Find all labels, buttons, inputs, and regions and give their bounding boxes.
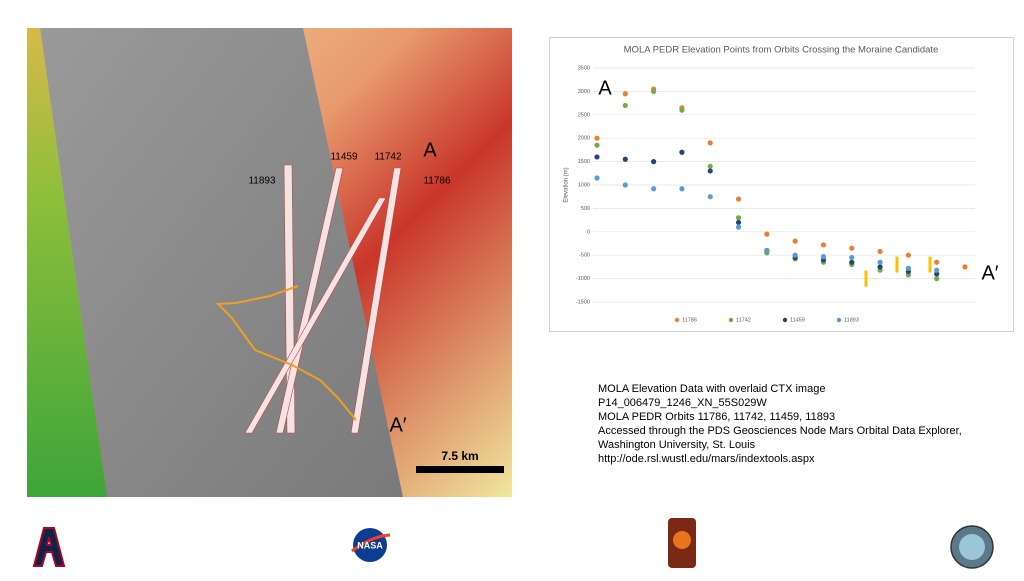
data-point — [849, 245, 855, 251]
map: 11893 11459 11742 11786 A A′ 7.5 km — [27, 28, 512, 497]
data-point — [679, 186, 685, 192]
data-point — [849, 254, 855, 261]
data-point — [792, 238, 798, 244]
space-grant-sun — [673, 531, 691, 549]
data-point — [622, 182, 628, 188]
society-logo-inner — [959, 534, 985, 560]
data-point — [707, 194, 713, 200]
legend-swatch — [728, 317, 734, 323]
y-tick-label: -500 — [579, 253, 590, 259]
y-tick-label: 1500 — [578, 159, 590, 165]
nasa-text: NASA — [357, 540, 383, 550]
y-tick-label: 1000 — [578, 182, 590, 188]
track — [350, 167, 402, 434]
y-tick-label: 500 — [581, 206, 590, 212]
data-point — [622, 156, 628, 162]
y-tick-label: 2500 — [578, 112, 590, 118]
data-point — [594, 154, 600, 160]
data-point — [594, 135, 600, 141]
data-point — [877, 259, 883, 265]
data-point — [849, 259, 855, 265]
data-point — [905, 265, 911, 271]
legend-swatch — [782, 317, 788, 323]
data-point — [594, 175, 600, 181]
point-label: A′ — [389, 414, 406, 436]
y-tick-label: 3500 — [578, 65, 590, 71]
data-point — [820, 254, 827, 260]
topo-strip — [27, 28, 107, 497]
data-point — [877, 264, 883, 270]
data-point — [651, 159, 657, 165]
legend-label: 11893 — [844, 317, 859, 323]
chart: MOLA PEDR Elevation Points from Orbits C… — [549, 37, 1014, 332]
y-tick-label: -1500 — [576, 299, 590, 305]
data-point — [934, 259, 940, 265]
track-label: 11459 — [330, 152, 358, 163]
track-label: 11893 — [248, 176, 276, 187]
legend-label: 11786 — [682, 317, 697, 323]
caption-line: Washington University, St. Louis — [598, 439, 756, 451]
data-point — [934, 276, 940, 282]
data-point — [905, 252, 911, 258]
logos: NASA — [32, 518, 994, 569]
data-point — [679, 149, 685, 155]
ctx-image — [40, 28, 403, 497]
arizona-logo — [32, 527, 66, 567]
scale-label: 7.5 km — [441, 449, 478, 463]
legend-label: 11742 — [736, 317, 751, 323]
y-axis-label: Elevation (m) — [564, 167, 570, 202]
legend-swatch — [674, 317, 680, 323]
annotation: A — [598, 77, 612, 99]
data-point — [622, 102, 628, 109]
data-point — [735, 219, 742, 226]
data-point — [707, 168, 713, 174]
data-point — [651, 88, 657, 94]
moraine-outline — [215, 285, 357, 421]
caption-line: MOLA PEDR Orbits 11786, 11742, 11459, 11… — [598, 411, 835, 423]
data-point — [764, 231, 770, 237]
data-point — [735, 224, 742, 230]
data-point — [707, 140, 713, 146]
data-point — [792, 252, 798, 258]
marker-bar — [928, 256, 932, 273]
legend-swatch — [836, 317, 842, 323]
data-point — [877, 248, 883, 255]
y-tick-label: -1000 — [576, 276, 590, 282]
nasa-swoosh — [351, 533, 391, 553]
data-point — [934, 267, 940, 273]
track — [244, 197, 387, 434]
scale-bar — [416, 466, 504, 473]
data-point — [622, 91, 628, 97]
caption-line: MOLA Elevation Data with overlaid CTX im… — [598, 383, 825, 395]
y-tick-label: 2000 — [578, 136, 590, 142]
data-point — [651, 186, 657, 192]
data-point — [707, 163, 713, 169]
caption-line: http://ode.rsl.wustl.edu/mars/indextools… — [598, 453, 815, 465]
data-point — [764, 247, 770, 254]
caption-line: Accessed through the PDS Geosciences Nod… — [598, 425, 962, 437]
data-point — [735, 215, 742, 221]
legend-label: 11459 — [790, 317, 805, 323]
data-point — [594, 142, 600, 148]
data-point — [962, 264, 968, 270]
track-label: 11786 — [423, 176, 451, 187]
data-point — [934, 271, 940, 277]
data-point — [735, 196, 742, 202]
chart-frame — [549, 37, 1014, 332]
annotation: A′ — [981, 262, 998, 284]
data-point — [820, 242, 827, 248]
track-label: 11742 — [374, 152, 402, 163]
marker-bar — [895, 256, 899, 273]
y-tick-label: 0 — [587, 229, 590, 235]
caption-line: P14_006479_1246_XN_55S029W — [598, 397, 767, 409]
y-tick-label: 3000 — [578, 89, 590, 95]
point-label: A — [423, 139, 437, 161]
marker-bar — [864, 270, 868, 287]
data-point — [679, 107, 685, 113]
caption: MOLA Elevation Data with overlaid CTX im… — [598, 383, 962, 465]
chart-title: MOLA PEDR Elevation Points from Orbits C… — [624, 45, 939, 56]
